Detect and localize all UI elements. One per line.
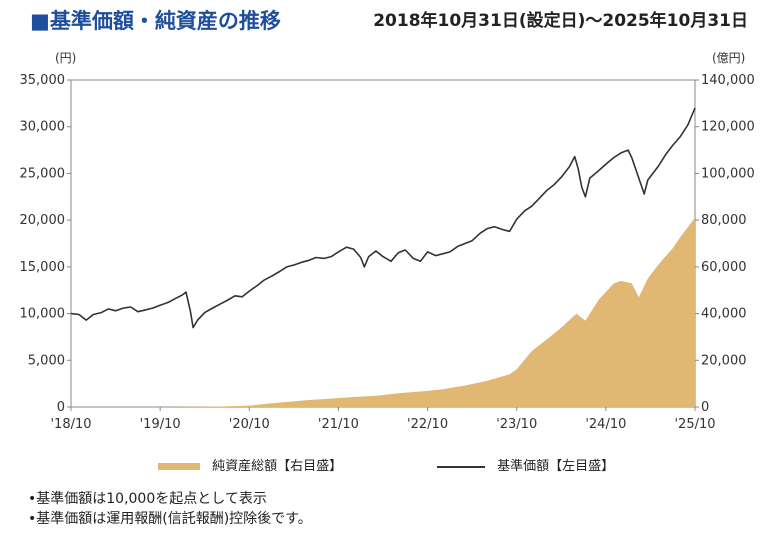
x-tick-label: '24/10	[585, 417, 626, 432]
x-tick-label: '22/10	[407, 417, 448, 432]
x-tick-label: '20/10	[229, 417, 270, 432]
right-tick-label: 40,000	[701, 307, 747, 322]
title-bar: ■基準価額・純資産の推移 2018年10月31日(設定日)～2025年10月31…	[8, 6, 752, 36]
chart-period: 2018年10月31日(設定日)～2025年10月31日	[373, 11, 748, 31]
legend-label-area: 純資産総額【右目盛】	[212, 459, 343, 474]
x-tick-label: '23/10	[496, 417, 537, 432]
right-tick-label: 60,000	[701, 260, 747, 275]
right-tick-label: 0	[701, 400, 709, 415]
note-2: •基準価額は運用報酬(信託報酬)控除後です。	[28, 511, 312, 527]
legend-swatch-area	[158, 463, 200, 470]
right-tick-label: 80,000	[701, 213, 747, 228]
right-tick-label: 20,000	[701, 353, 747, 368]
net-assets-area	[71, 217, 695, 407]
left-tick-label: 25,000	[20, 166, 66, 181]
nav-line	[70, 107, 696, 329]
legend-label-line: 基準価額【左目盛】	[497, 459, 615, 474]
chart-title: ■基準価額・純資産の推移	[30, 9, 281, 33]
left-tick-label: 35,000	[20, 73, 66, 88]
notes: •基準価額は10,000を起点として表示 •基準価額は運用報酬(信託報酬)控除後…	[28, 489, 312, 529]
right-axis-unit: (億円)	[712, 51, 745, 65]
left-tick-label: 10,000	[20, 307, 66, 322]
left-tick-label: 20,000	[20, 213, 66, 228]
right-tick-label: 100,000	[701, 166, 755, 181]
x-tick-label: '18/10	[50, 417, 91, 432]
left-tick-label: 5,000	[28, 353, 65, 368]
right-tick-label: 120,000	[701, 120, 755, 135]
left-axis-unit: (円)	[55, 51, 76, 65]
legend-swatch-line	[437, 465, 485, 468]
left-tick-label: 30,000	[20, 120, 66, 135]
right-tick-label: 140,000	[701, 73, 755, 88]
x-tick-label: '25/10	[674, 417, 715, 432]
x-tick-label: '21/10	[318, 417, 359, 432]
left-tick-label: 0	[57, 400, 65, 415]
note-1: •基準価額は10,000を起点として表示	[28, 491, 267, 507]
left-tick-label: 15,000	[20, 260, 66, 275]
legend-item-line: 基準価額【左目盛】	[437, 455, 614, 475]
legend-item-area: 純資産総額【右目盛】	[158, 455, 342, 475]
x-tick-label: '19/10	[140, 417, 181, 432]
